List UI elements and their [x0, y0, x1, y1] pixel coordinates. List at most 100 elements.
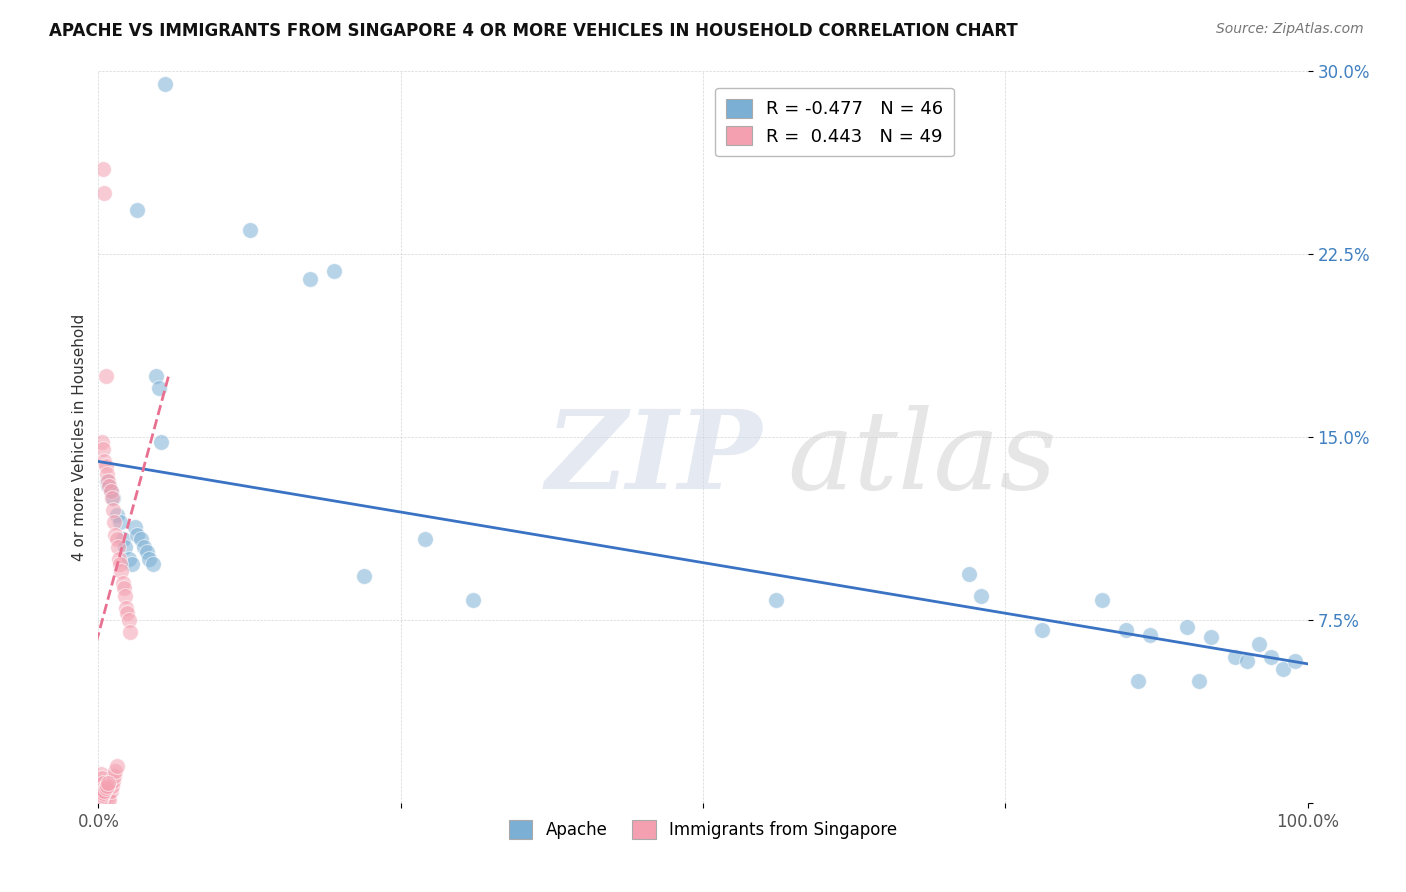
Point: [100, 483, 122, 498]
Point: [110, 564, 132, 578]
Point: [91, 161, 114, 176]
Point: [100, 491, 122, 505]
Point: [103, 516, 125, 530]
Point: [970, 589, 993, 603]
Point: [104, 764, 127, 778]
Point: [117, 606, 139, 620]
Point: [1128, 673, 1150, 688]
Point: [118, 552, 141, 566]
Point: [100, 783, 122, 797]
Point: [91, 442, 114, 457]
Point: [135, 544, 157, 558]
Point: [98, 479, 121, 493]
Point: [1223, 649, 1246, 664]
Point: [91, 434, 114, 449]
Point: [153, 77, 176, 91]
Point: [89, 793, 111, 807]
Point: [124, 520, 146, 534]
Point: [97, 776, 120, 790]
Point: [101, 503, 124, 517]
Point: [100, 779, 122, 793]
Point: [97, 791, 120, 805]
Point: [112, 581, 135, 595]
Point: [114, 589, 136, 603]
Point: [1188, 673, 1211, 688]
Point: [138, 552, 160, 566]
Point: [90, 791, 112, 805]
Point: [97, 474, 120, 488]
Point: [96, 789, 118, 803]
Text: APACHE VS IMMIGRANTS FROM SINGAPORE 4 OR MORE VEHICLES IN HOUSEHOLD CORRELATION : APACHE VS IMMIGRANTS FROM SINGAPORE 4 OR…: [49, 22, 1018, 40]
Point: [96, 474, 118, 488]
Point: [127, 203, 149, 218]
Text: ZIP: ZIP: [546, 405, 762, 513]
Point: [1272, 662, 1295, 676]
Legend: Apache, Immigrants from Singapore: Apache, Immigrants from Singapore: [502, 814, 904, 846]
Point: [1091, 593, 1114, 607]
Point: [142, 557, 165, 571]
Point: [105, 508, 128, 522]
Point: [93, 454, 115, 468]
Point: [97, 479, 120, 493]
Point: [239, 223, 262, 237]
Point: [1175, 620, 1198, 634]
Point: [101, 773, 124, 788]
Point: [94, 781, 117, 796]
Point: [107, 540, 129, 554]
Point: [1139, 627, 1161, 641]
Point: [93, 781, 115, 796]
Point: [91, 789, 114, 803]
Point: [1236, 654, 1258, 668]
Point: [299, 271, 322, 285]
Point: [93, 186, 115, 201]
Point: [111, 576, 134, 591]
Point: [100, 483, 122, 498]
Point: [957, 566, 980, 581]
Point: [353, 569, 375, 583]
Point: [463, 593, 485, 607]
Point: [105, 533, 128, 547]
Text: Source: ZipAtlas.com: Source: ZipAtlas.com: [1216, 22, 1364, 37]
Point: [94, 459, 117, 474]
Point: [91, 776, 114, 790]
Point: [101, 491, 124, 505]
Point: [96, 467, 118, 481]
Point: [1199, 630, 1222, 644]
Y-axis label: 4 or more Vehicles in Household: 4 or more Vehicles in Household: [72, 313, 87, 561]
Point: [96, 779, 118, 793]
Point: [1260, 649, 1282, 664]
Point: [118, 625, 141, 640]
Point: [94, 786, 117, 800]
Point: [1284, 654, 1306, 668]
Point: [104, 527, 127, 541]
Point: [129, 533, 152, 547]
Point: [121, 557, 143, 571]
Point: [150, 434, 173, 449]
Point: [765, 593, 787, 607]
Point: [1031, 623, 1053, 637]
Point: [145, 369, 167, 384]
Point: [118, 613, 141, 627]
Point: [108, 516, 131, 530]
Point: [114, 540, 136, 554]
Point: [93, 783, 115, 797]
Point: [148, 381, 170, 395]
Text: atlas: atlas: [787, 405, 1057, 513]
Point: [91, 786, 114, 800]
Point: [127, 527, 149, 541]
Point: [94, 369, 117, 384]
Point: [105, 759, 128, 773]
Point: [413, 533, 436, 547]
Point: [323, 264, 346, 278]
Point: [91, 772, 114, 786]
Point: [103, 769, 125, 783]
Point: [108, 552, 131, 566]
Point: [1249, 637, 1271, 651]
Point: [1115, 623, 1137, 637]
Point: [90, 766, 112, 780]
Point: [98, 793, 121, 807]
Point: [111, 533, 134, 547]
Point: [108, 557, 131, 571]
Point: [115, 600, 138, 615]
Point: [134, 540, 156, 554]
